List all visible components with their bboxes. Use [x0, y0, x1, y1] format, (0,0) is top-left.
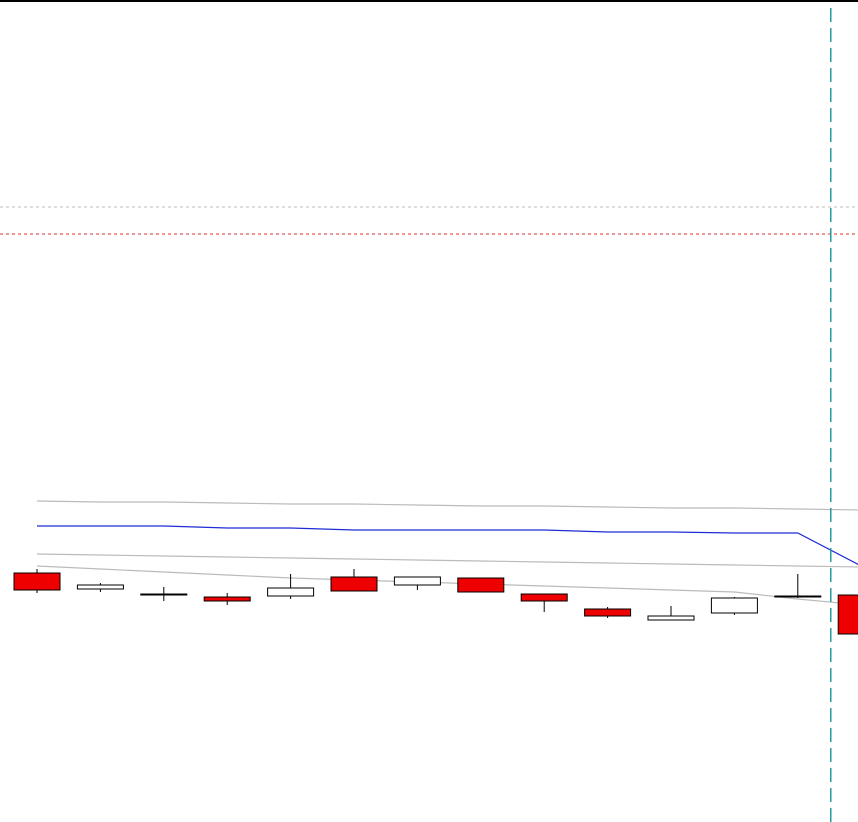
- candle-body: [203, 596, 251, 602]
- indicator-line: [36, 565, 858, 606]
- candle-body: [457, 577, 505, 593]
- candle-body: [647, 615, 695, 621]
- candle-body: [393, 576, 441, 586]
- candle-body: [584, 608, 632, 617]
- candle-body: [837, 594, 858, 635]
- candle-body: [140, 593, 188, 596]
- candle-body: [267, 587, 315, 597]
- candle-body: [774, 595, 822, 598]
- candle-body: [520, 593, 568, 602]
- indicator-line: [36, 553, 858, 568]
- candle-body: [76, 584, 124, 590]
- candle-body: [330, 576, 378, 592]
- candle-body: [13, 572, 61, 591]
- candle-body: [710, 597, 758, 614]
- indicator-line: [37, 525, 858, 566]
- indicator-line: [36, 500, 858, 511]
